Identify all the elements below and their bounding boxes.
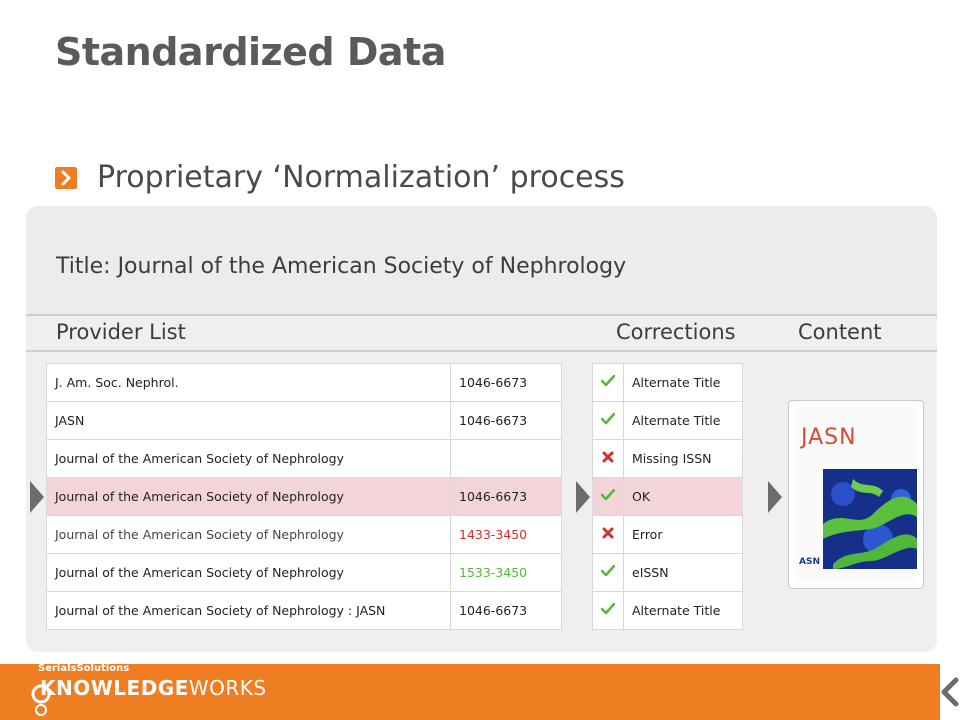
correction-label: Alternate Title (623, 401, 743, 440)
check-icon (592, 477, 624, 516)
header-divider (26, 350, 937, 352)
cover-journal-title: JASN (801, 425, 857, 450)
brand-knowledgeworks: KNOWLEDGEWORKS (40, 676, 267, 700)
footer-bar (0, 664, 940, 720)
correction-label: eISSN (623, 553, 743, 592)
panel-title-area: Title: Journal of the American Society o… (26, 206, 937, 316)
gear-icon (31, 684, 51, 716)
journal-cover: JASN ASN (788, 400, 924, 589)
provider-title-cell: Journal of the American Society of Nephr… (46, 553, 451, 592)
arrow-right-icon (768, 481, 782, 513)
corrections-table: Alternate Title Alternate Title Missing … (592, 363, 743, 630)
cover-publisher-logo: ASN (799, 557, 820, 567)
check-icon (592, 401, 624, 440)
table-row: JASN 1046-6673 (46, 401, 562, 440)
bullet-text: Proprietary ‘Normalization’ process (97, 160, 625, 195)
provider-title-cell: Journal of the American Society of Nephr… (46, 591, 451, 630)
provider-issn-cell-eissn: 1533-3450 (450, 553, 562, 592)
cover-image (823, 469, 917, 569)
provider-issn-cell-error: 1433-3450 (450, 515, 562, 554)
correction-label: OK (623, 477, 743, 516)
provider-issn-cell: 1046-6673 (450, 363, 562, 402)
brand-serials-solutions: SerialsSolutions (38, 663, 130, 674)
provider-table: J. Am. Soc. Nephrol. 1046-6673 JASN 1046… (46, 363, 562, 630)
table-row: Alternate Title (592, 591, 743, 630)
correction-label: Missing ISSN (623, 439, 743, 478)
cover-page: JASN ASN (795, 407, 917, 582)
table-row: Journal of the American Society of Nephr… (46, 553, 562, 592)
check-icon (592, 553, 624, 592)
arrow-right-icon (576, 481, 590, 513)
chevron-right-icon (55, 166, 77, 189)
provider-issn-cell (450, 439, 562, 478)
cross-icon (592, 515, 624, 554)
column-headers: Provider List Corrections Content (26, 314, 937, 352)
table-row: Error (592, 515, 743, 554)
chevron-left-icon (940, 664, 960, 720)
table-row: Missing ISSN (592, 439, 743, 478)
arrow-right-icon (30, 481, 44, 513)
correction-label: Alternate Title (623, 591, 743, 630)
brand-bold: KNOWLEDGE (40, 676, 189, 700)
cross-icon (592, 439, 624, 478)
table-row: Journal of the American Society of Nephr… (46, 439, 562, 478)
header-provider-list: Provider List (56, 320, 186, 344)
bullet-row: Proprietary ‘Normalization’ process (55, 160, 625, 195)
normalization-panel: Title: Journal of the American Society o… (26, 206, 937, 652)
correction-label: Alternate Title (623, 363, 743, 402)
provider-title-cell: Journal of the American Society of Nephr… (46, 477, 451, 516)
check-icon (592, 591, 624, 630)
provider-title-cell: Journal of the American Society of Nephr… (46, 515, 451, 554)
slide-title: Standardized Data (55, 30, 446, 74)
provider-title-cell: Journal of the American Society of Nephr… (46, 439, 451, 478)
provider-issn-cell: 1046-6673 (450, 401, 562, 440)
table-row: Journal of the American Society of Nephr… (46, 591, 562, 630)
table-row: eISSN (592, 553, 743, 592)
title-label: Title: (56, 254, 111, 279)
title-line: Title: Journal of the American Society o… (56, 254, 626, 279)
table-row: Alternate Title (592, 363, 743, 402)
check-icon (592, 363, 624, 402)
provider-issn-cell: 1046-6673 (450, 477, 562, 516)
table-row-highlighted: Journal of the American Society of Nephr… (46, 477, 562, 516)
brand-light: WORKS (188, 676, 267, 700)
provider-title-cell: J. Am. Soc. Nephrol. (46, 363, 451, 402)
table-row: Alternate Title (592, 401, 743, 440)
provider-title-cell: JASN (46, 401, 451, 440)
title-value: Journal of the American Society of Nephr… (117, 254, 627, 279)
header-content: Content (798, 320, 882, 344)
microscopy-image (823, 469, 917, 569)
correction-label: Error (623, 515, 743, 554)
table-row: Journal of the American Society of Nephr… (46, 515, 562, 554)
provider-issn-cell: 1046-6673 (450, 591, 562, 630)
table-row: J. Am. Soc. Nephrol. 1046-6673 (46, 363, 562, 402)
header-corrections: Corrections (616, 320, 736, 344)
table-row-highlighted: OK (592, 477, 743, 516)
